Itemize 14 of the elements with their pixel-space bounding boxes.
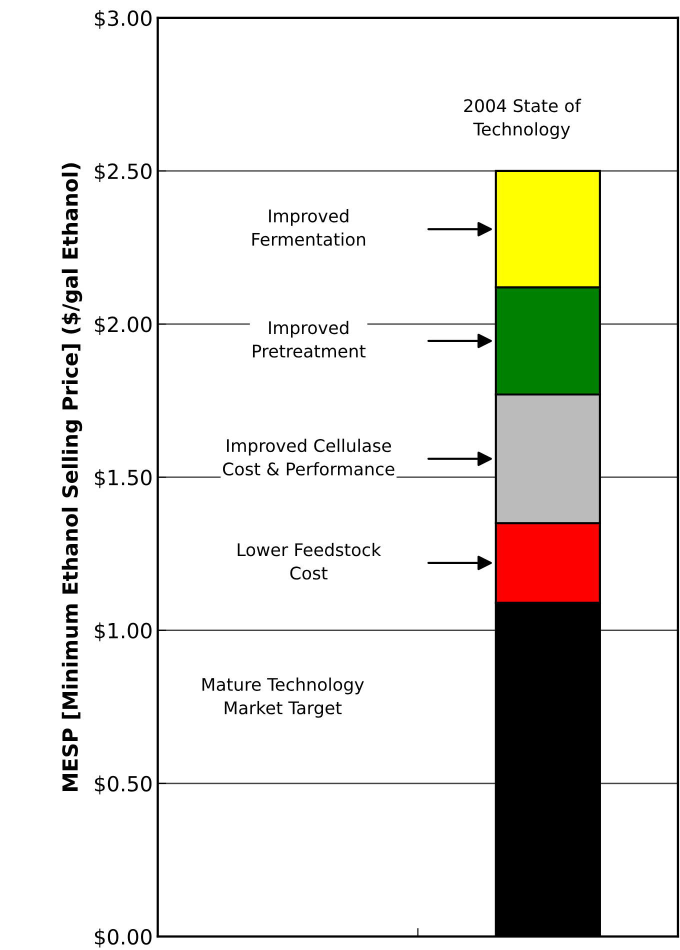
- y-tick-label: $0.00: [94, 928, 152, 948]
- y-axis-title: MESP [Minimum Ethanol Selling Price] ($/gal Ethanol): [62, 163, 82, 791]
- annotation: 2004 State of Technology: [464, 98, 582, 140]
- y-tick-label: $2.00: [94, 316, 152, 336]
- annotation: Improved Cellulase Cost & Performance: [223, 438, 394, 476]
- y-tick-label: $1.00: [94, 622, 152, 642]
- y-tick-label: $0.50: [94, 775, 152, 794]
- annotation: Mature Technology Market Target: [202, 678, 364, 718]
- y-tick-label: $3.00: [94, 10, 152, 29]
- annotation: Improved Fermentation: [252, 209, 366, 246]
- y-tick-label: $1.50: [94, 469, 152, 488]
- annotation: Improved Pretreatment: [252, 320, 366, 358]
- y-tick-label: $2.50: [94, 163, 152, 182]
- annotation: Lower Feedstock Cost: [238, 542, 382, 580]
